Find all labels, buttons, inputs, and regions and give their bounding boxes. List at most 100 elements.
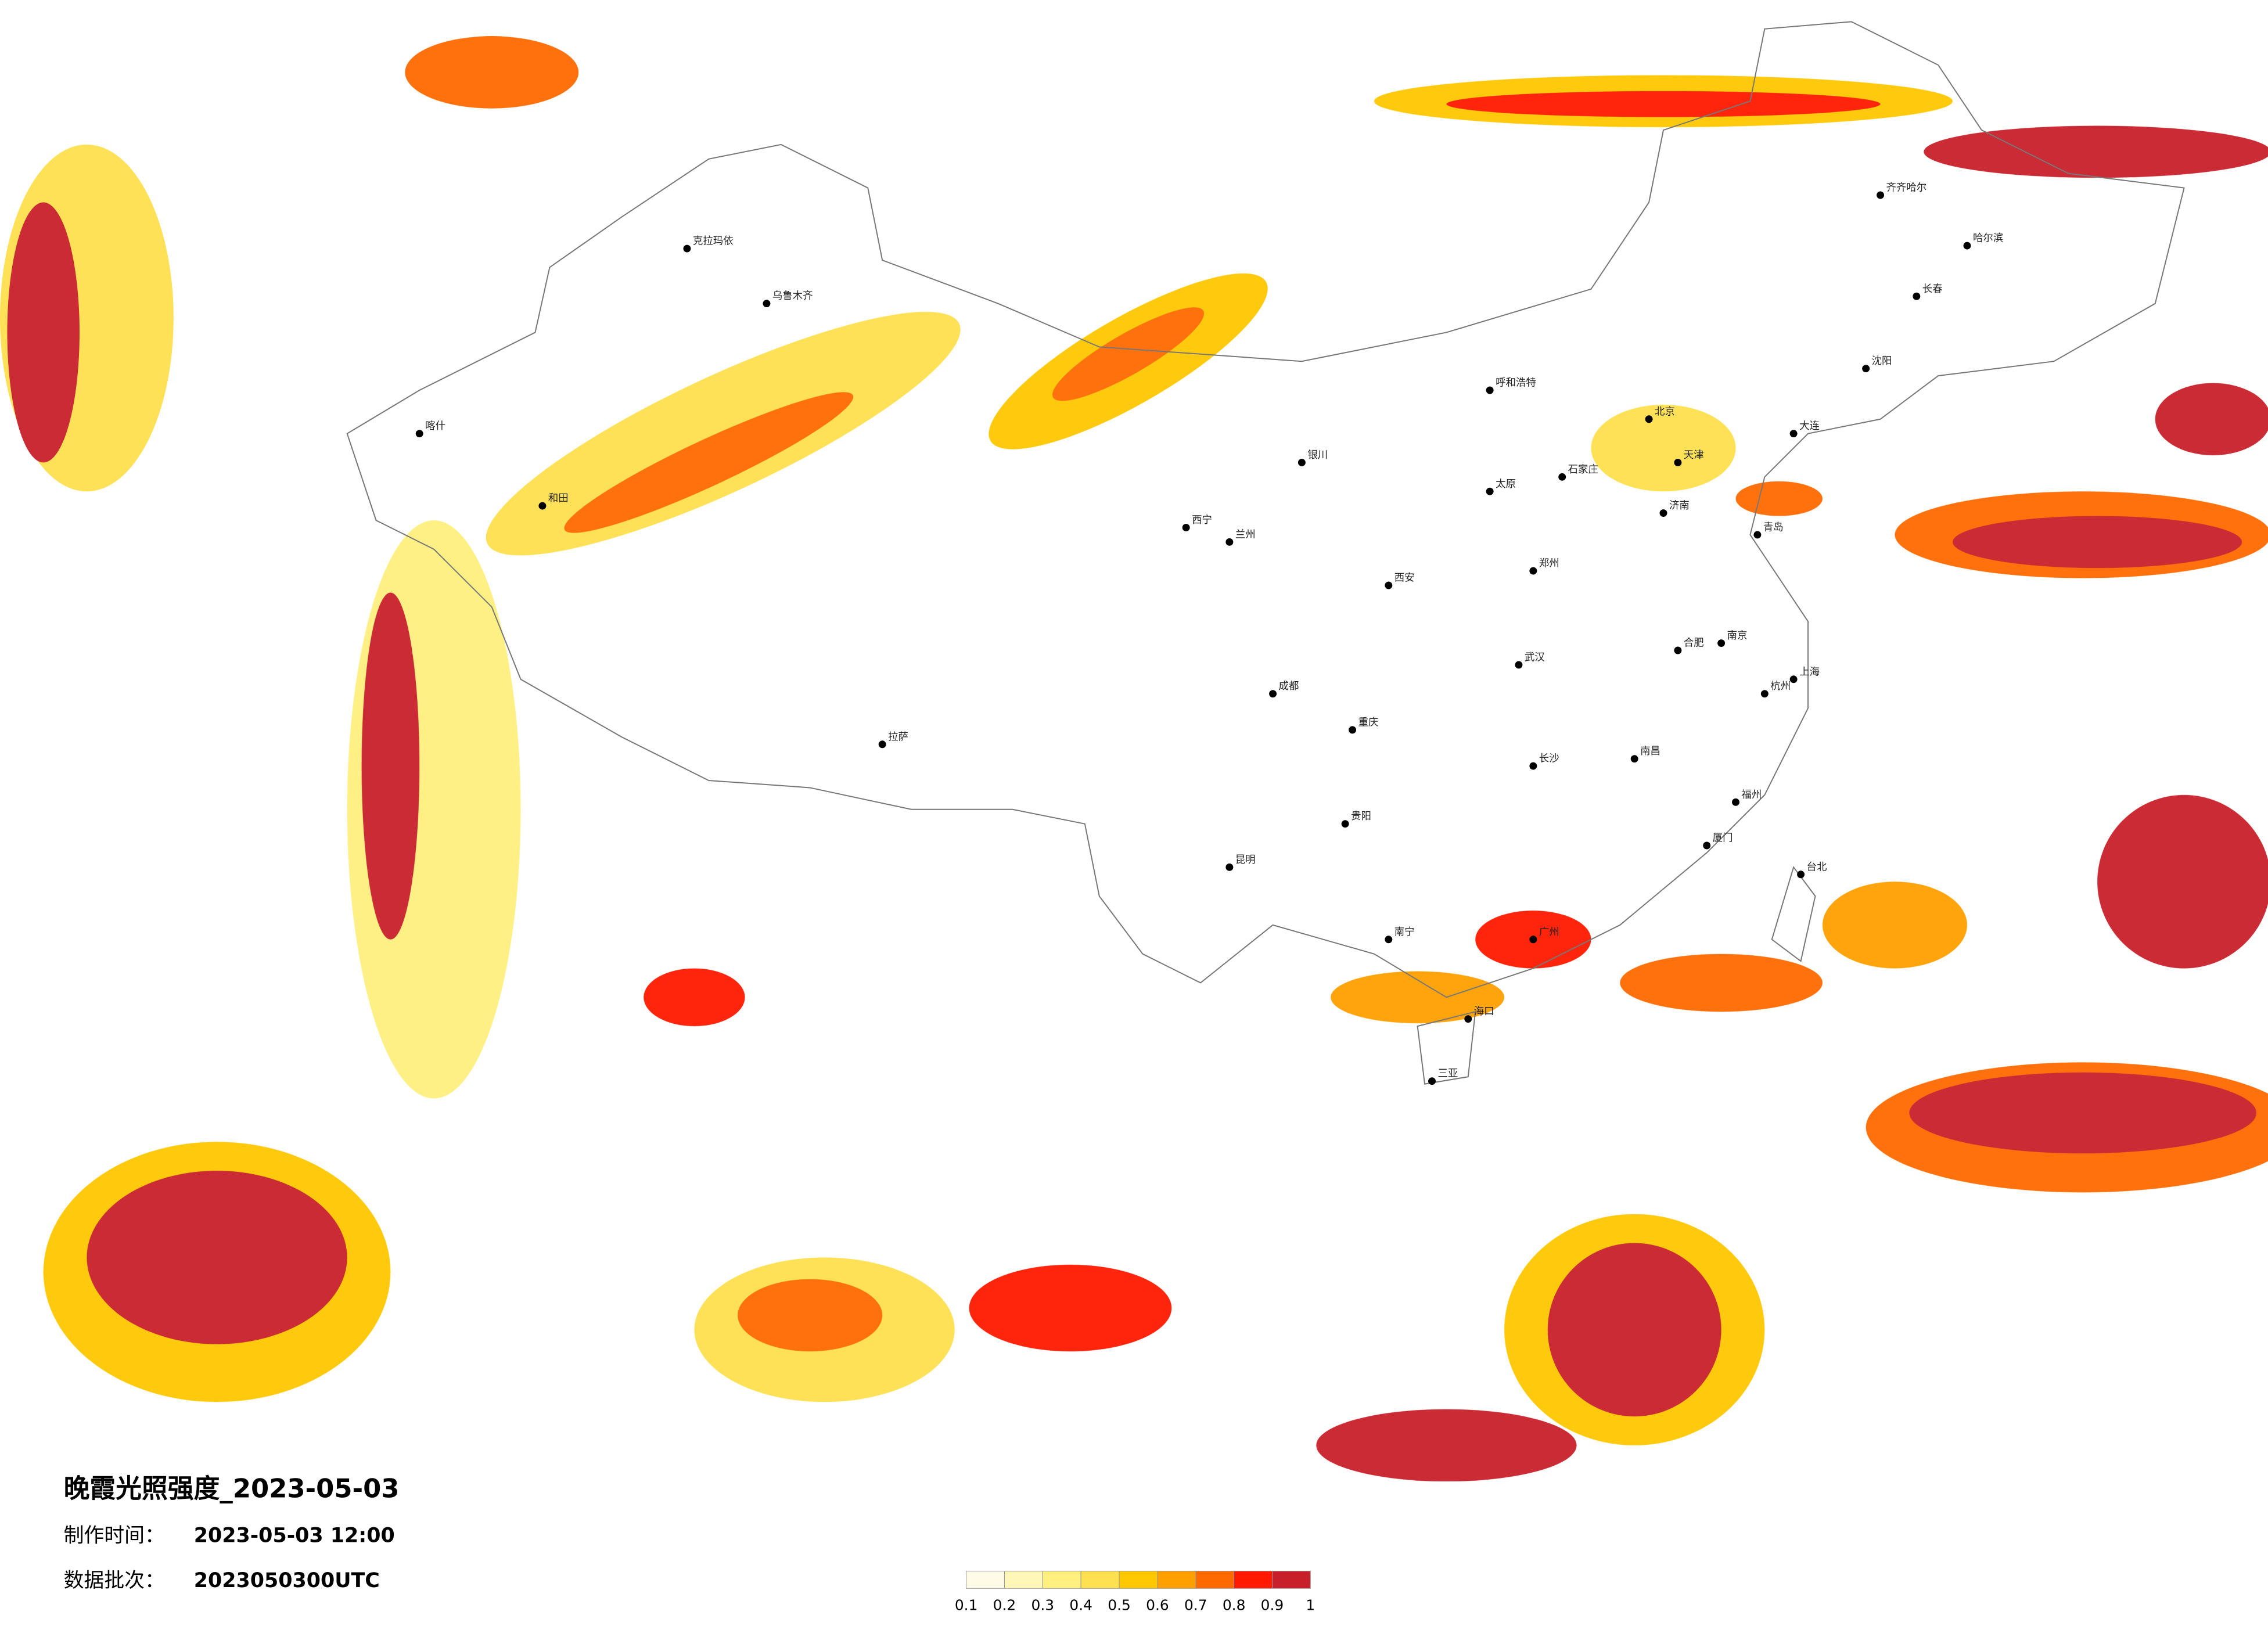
city-dot [1789, 675, 1798, 684]
intensity-field [0, 36, 2268, 1482]
city-dot [1385, 936, 1393, 944]
city-label: 贵阳 [1351, 811, 1371, 822]
city-label: 成都 [1279, 681, 1299, 692]
legend-swatch [1271, 1570, 1311, 1589]
legend-tick-label: 0.4 [1069, 1597, 1092, 1614]
city-label: 银川 [1307, 449, 1328, 461]
city-dot [1529, 936, 1537, 944]
legend: 0.1 0.2 0.3 0.4 0.5 0.6 0.7 0.8 0.9 1 [955, 1570, 1315, 1614]
legend-swatch [1195, 1570, 1235, 1589]
city-dot [538, 502, 547, 510]
city-dot [1269, 690, 1277, 698]
city-label: 广州 [1539, 926, 1559, 938]
city-dot [1963, 242, 1971, 250]
city-dot [1703, 841, 1711, 850]
city-label: 济南 [1669, 500, 1690, 512]
city-dot [1341, 820, 1349, 828]
legend-tick-label: 0.8 [1223, 1597, 1246, 1614]
city-dot [683, 244, 691, 253]
city-dot [878, 740, 886, 749]
city-dot [1717, 639, 1726, 647]
city-dot [1674, 646, 1682, 654]
city-dot [1297, 458, 1306, 466]
city-dot [1913, 292, 1921, 300]
city-label: 郑州 [1539, 558, 1559, 570]
city-dot [1349, 726, 1357, 734]
city-label: 海口 [1474, 1006, 1494, 1017]
china-outline [346, 21, 2185, 998]
city-dot [1645, 415, 1653, 423]
city-label: 长春 [1922, 283, 1943, 295]
city-label: 西安 [1394, 573, 1415, 584]
city-label: 青岛 [1763, 521, 1784, 533]
legend-swatch [1157, 1570, 1196, 1589]
city-label: 武汉 [1525, 652, 1545, 663]
city-label: 合肥 [1684, 638, 1704, 649]
city-dot [1630, 755, 1638, 763]
city-dot [1753, 531, 1762, 539]
city-label: 台北 [1807, 861, 1827, 873]
batch-value: 2023050300UTC [194, 1569, 380, 1592]
city-dot [1515, 661, 1523, 669]
legend-swatch [966, 1570, 1005, 1589]
city-dot [1529, 762, 1537, 770]
city-dot [1486, 487, 1494, 495]
hainan-outline [1417, 1010, 1476, 1085]
city-label: 上海 [1799, 666, 1820, 678]
city-label: 南昌 [1640, 746, 1660, 757]
city-label: 太原 [1496, 479, 1516, 490]
city-dot [1760, 690, 1769, 698]
legend-swatch [1004, 1570, 1043, 1589]
city-dot [1486, 386, 1494, 394]
legend-tick-label: 0.9 [1261, 1597, 1284, 1614]
city-label: 三亚 [1437, 1068, 1458, 1080]
city-label: 石家庄 [1568, 464, 1598, 476]
city-label: 兰州 [1235, 529, 1256, 541]
city-label: 天津 [1684, 449, 1704, 461]
batch-label: 数据批次： [64, 1569, 165, 1592]
city-label: 南宁 [1394, 926, 1415, 938]
legend-swatch [1080, 1570, 1120, 1589]
legend-tick-label: 1 [1306, 1597, 1315, 1614]
city-label: 克拉玛依 [693, 236, 734, 247]
city-dot [1732, 798, 1739, 806]
legend-tick-label: 0.5 [1108, 1597, 1131, 1614]
city-label: 大连 [1799, 420, 1820, 432]
legend-swatch [1234, 1570, 1273, 1589]
city-dot [1225, 863, 1234, 871]
legend-tick-label: 0.2 [993, 1597, 1016, 1614]
city-dot [1385, 581, 1393, 589]
city-dot [415, 430, 423, 438]
city-dot [1659, 509, 1667, 517]
city-label: 长沙 [1539, 753, 1559, 765]
city-label: 福州 [1741, 789, 1762, 801]
city-label: 南京 [1727, 630, 1748, 642]
city-dot [1862, 365, 1870, 373]
city-label: 昆明 [1235, 854, 1256, 866]
city-dot [1182, 523, 1190, 531]
city-label: 杭州 [1770, 681, 1791, 692]
city-label: 西宁 [1192, 515, 1212, 526]
city-label: 呼和浩特 [1496, 377, 1536, 389]
made-value: 2023-05-03 12:00 [194, 1524, 395, 1548]
city-label: 重庆 [1358, 717, 1379, 728]
city-dot [1797, 870, 1805, 879]
city-dot [1789, 430, 1798, 438]
legend-tick-label: 0.3 [1031, 1597, 1055, 1614]
city-dot [763, 300, 771, 308]
city-dot [1877, 191, 1885, 199]
city-label: 和田 [548, 493, 569, 505]
legend-tick-label: 0.1 [955, 1597, 978, 1614]
city-label: 乌鲁木齐 [772, 290, 813, 302]
legend-tick-label: 0.7 [1184, 1597, 1207, 1614]
legend-swatch [1042, 1570, 1081, 1589]
city-dot [1464, 1015, 1472, 1023]
city-label: 沈阳 [1872, 355, 1892, 367]
city-dot [1674, 458, 1682, 466]
city-label: 哈尔滨 [1973, 233, 2003, 244]
city-label: 拉萨 [888, 731, 908, 743]
taiwan-outline [1771, 866, 1816, 962]
city-dot [1529, 567, 1537, 575]
